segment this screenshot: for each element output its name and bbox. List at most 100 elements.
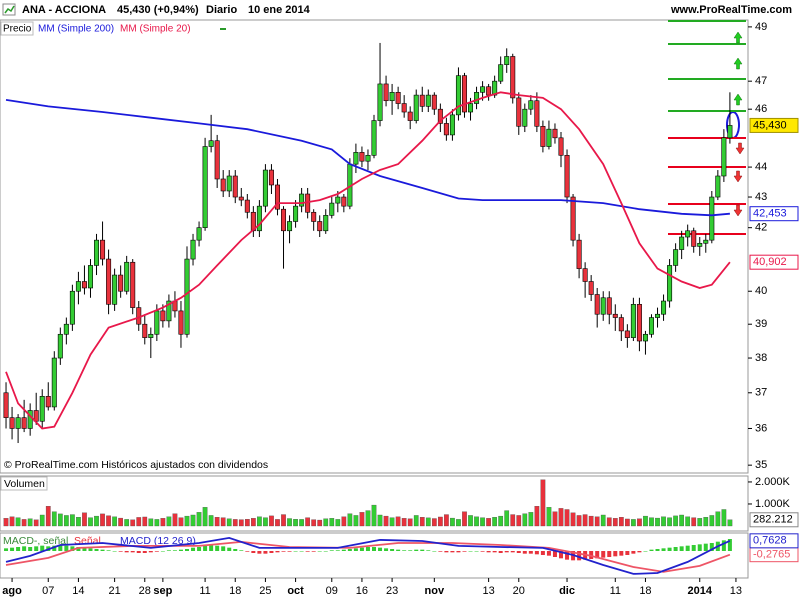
up-arrow — [733, 57, 743, 70]
volume-bar — [166, 516, 172, 527]
candle-body — [510, 56, 516, 99]
histogram-bar — [438, 551, 443, 552]
x-tick-label: 23 — [386, 585, 398, 597]
volume-bar — [679, 514, 684, 527]
histogram-bar — [414, 549, 419, 551]
candle-body — [570, 196, 576, 241]
candle-body — [419, 94, 425, 107]
volume-bar — [594, 516, 600, 527]
histogram-bar — [28, 547, 33, 551]
histogram-bar — [317, 551, 322, 552]
x-tick-label: 18 — [639, 585, 651, 597]
volume-bar — [359, 512, 365, 527]
histogram-bar — [721, 540, 726, 551]
candle-body — [661, 300, 667, 315]
candle-body — [673, 249, 679, 266]
histogram-bar — [178, 549, 183, 551]
volume-bar — [450, 517, 455, 527]
histogram-bar — [559, 551, 563, 559]
histogram-bar — [221, 546, 226, 551]
histogram-bar — [625, 551, 630, 555]
down-arrow — [735, 142, 745, 155]
histogram-bar — [76, 547, 81, 551]
legend-box — [0, 21, 34, 36]
volume-bar — [606, 517, 612, 527]
volume-bar — [190, 514, 196, 527]
histogram-bar — [546, 551, 551, 556]
volume-bar — [106, 515, 111, 527]
candle-body — [118, 274, 124, 292]
volume-bar — [196, 512, 202, 527]
y-tick-label: 43 — [755, 191, 767, 203]
histogram-bar — [215, 545, 220, 551]
candle-body — [214, 140, 220, 180]
macd-line — [5, 536, 731, 575]
histogram-bar — [197, 547, 202, 551]
histogram-bar — [613, 551, 618, 557]
candle-body — [268, 169, 274, 186]
candle-body — [389, 92, 395, 102]
symbol-icon-line — [4, 5, 15, 14]
candle-body — [262, 169, 268, 207]
volume-bar — [492, 517, 497, 527]
volume-bar — [275, 519, 280, 527]
volume-bar — [498, 515, 504, 527]
candle-body — [124, 261, 130, 292]
candle-body — [106, 258, 112, 305]
volume-bar — [389, 517, 395, 527]
volume-bar — [57, 513, 63, 527]
volume-bar — [15, 517, 21, 527]
candle-body — [679, 236, 685, 250]
candle-body — [184, 258, 190, 335]
histogram-bar — [281, 551, 286, 552]
histogram-bar — [528, 551, 533, 554]
volume-bar — [649, 517, 654, 527]
candle-body — [87, 265, 93, 289]
histogram-bar — [209, 545, 214, 551]
histogram-bar — [94, 549, 99, 551]
histogram-bar — [619, 551, 624, 556]
histogram-bar — [10, 547, 15, 551]
histogram-bar — [679, 546, 684, 551]
candle-body — [166, 300, 172, 322]
histogram-bar — [408, 550, 413, 551]
histogram-bar — [100, 549, 105, 551]
histogram-bar — [166, 550, 171, 551]
histogram-bar — [637, 551, 642, 553]
volume-bar — [558, 508, 564, 527]
histogram-bar — [293, 551, 298, 552]
candle-body — [359, 152, 365, 162]
legend-marker — [220, 28, 226, 30]
histogram-bar — [311, 551, 316, 552]
histogram-bar — [691, 545, 696, 551]
histogram-bar — [534, 551, 539, 555]
y-tick-label: 2.000K — [755, 476, 791, 488]
volume-bar — [112, 516, 117, 527]
histogram-bar — [118, 551, 123, 552]
volume-bar — [329, 518, 335, 527]
volume-bar — [82, 512, 87, 527]
histogram-bar — [329, 550, 334, 551]
candle-body — [238, 196, 244, 201]
histogram-bar — [34, 546, 39, 551]
histogram-bar — [341, 549, 346, 551]
candle-body — [256, 205, 262, 232]
volume-bar — [401, 518, 407, 527]
histogram-bar — [40, 545, 45, 551]
volume-bar — [3, 518, 9, 527]
moving-average — [5, 91, 731, 430]
volume-bar — [395, 516, 401, 527]
histogram-bar — [359, 547, 364, 551]
histogram-bar — [239, 550, 244, 551]
volume-bar — [570, 512, 576, 527]
histogram-bar — [263, 551, 268, 554]
histogram-bar — [88, 548, 93, 551]
candle-body — [709, 196, 715, 241]
x-tick-label: 11 — [199, 585, 210, 597]
volume-title: Volumen — [4, 478, 45, 490]
candle-body — [178, 310, 184, 335]
candle-body — [15, 417, 21, 429]
volume-bar — [226, 518, 232, 527]
